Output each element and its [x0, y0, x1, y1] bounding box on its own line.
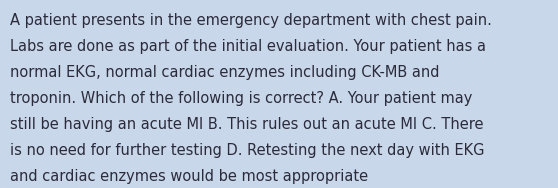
Text: troponin. Which of the following is correct? A. Your patient may: troponin. Which of the following is corr…	[10, 91, 473, 106]
Text: is no need for further testing D. Retesting the next day with EKG: is no need for further testing D. Retest…	[10, 143, 484, 158]
Text: Labs are done as part of the initial evaluation. Your patient has a: Labs are done as part of the initial eva…	[10, 39, 486, 54]
Text: A patient presents in the emergency department with chest pain.: A patient presents in the emergency depa…	[10, 13, 492, 28]
Text: still be having an acute MI B. This rules out an acute MI C. There: still be having an acute MI B. This rule…	[10, 117, 484, 132]
Text: and cardiac enzymes would be most appropriate: and cardiac enzymes would be most approp…	[10, 169, 368, 184]
Text: normal EKG, normal cardiac enzymes including CK-MB and: normal EKG, normal cardiac enzymes inclu…	[10, 65, 440, 80]
